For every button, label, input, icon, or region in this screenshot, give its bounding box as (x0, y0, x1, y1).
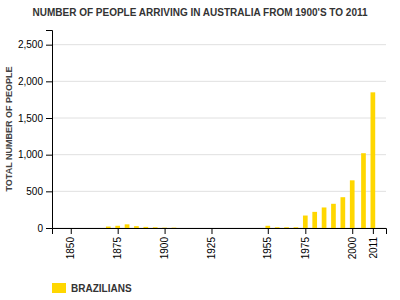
y-tick: 0 (37, 223, 52, 234)
y-tick-mark (46, 228, 52, 229)
bar (371, 92, 376, 228)
chart: 0 500 1,000 1,500 2,000 2,500 1850 1875 1900 1925… (0, 0, 400, 300)
x-tick: 1900 (159, 228, 170, 259)
bar (275, 227, 280, 228)
y-axis: 0 500 1,000 1,500 2,000 2,500 (18, 31, 53, 234)
y-tick-mark (46, 155, 52, 156)
bar (162, 227, 167, 228)
x-tick: 1925 (206, 228, 217, 259)
y-axis-line (46, 31, 53, 229)
legend-swatch (52, 283, 66, 293)
x-tick-label: 1900 (159, 237, 170, 260)
grid-line (52, 118, 386, 119)
x-tick-label: 2011 (368, 237, 379, 259)
x-tick: 1850 (65, 228, 76, 259)
y-tick: 1,500 (18, 113, 52, 124)
y-tick-label: 500 (26, 186, 43, 197)
bar (153, 227, 158, 228)
y-tick-label: 2,000 (18, 76, 43, 87)
x-tick: 1955 (262, 228, 273, 259)
y-axis-title: TOTAL NUMBER OF PEOPLE (4, 66, 14, 191)
x-tick: 2000 (347, 228, 358, 259)
x-tick-label: 1875 (112, 237, 123, 260)
y-tick-label: 1,000 (18, 149, 43, 160)
grid-line (52, 44, 386, 45)
y-tick-label: 1,500 (18, 113, 43, 124)
y-tick-label: 0 (37, 223, 43, 234)
bar (68, 228, 73, 229)
y-tick-label: 2,500 (18, 39, 43, 50)
bar (340, 197, 345, 228)
bar (172, 227, 177, 228)
x-tick: 1875 (112, 228, 123, 259)
x-tick-label: 2000 (347, 237, 358, 260)
bar (284, 227, 289, 228)
x-tick-label: 1955 (262, 237, 273, 260)
x-tick-mark (305, 228, 306, 234)
y-tick: 1,000 (18, 149, 52, 160)
x-tick: 2011 (368, 228, 379, 259)
bar (312, 212, 317, 228)
x-tick-mark (373, 228, 374, 234)
bar (134, 226, 139, 228)
bar (361, 153, 366, 228)
x-tick-mark (352, 228, 353, 234)
bar (265, 226, 270, 228)
bar (143, 227, 148, 228)
bars (106, 92, 375, 228)
x-axis: 1850 1875 1900 1925 1955 1975 2000 2011 (53, 228, 387, 259)
y-tick: 500 (26, 186, 52, 197)
legend: BRAZILIANS (52, 283, 132, 294)
bar (125, 224, 130, 228)
x-tick-label: 1975 (300, 237, 311, 260)
title: NUMBER OF PEOPLE ARRIVING IN AUSTRALIA F… (32, 7, 367, 18)
x-tick-mark (71, 228, 72, 234)
x-tick-label: 1850 (65, 237, 76, 260)
x-tick-mark (268, 228, 269, 234)
bar (322, 207, 327, 228)
y-tick-mark (46, 118, 52, 119)
y-tick-mark (46, 191, 52, 192)
bar (303, 216, 308, 228)
x-tick-label: 1925 (206, 237, 217, 260)
x-tick-mark (211, 228, 212, 234)
grid (52, 45, 386, 228)
x-axis-line (53, 229, 387, 235)
x-tick: 1975 (300, 228, 311, 259)
bar (331, 204, 336, 228)
bar (106, 227, 111, 228)
x-tick-mark (165, 228, 166, 234)
bar (350, 180, 355, 228)
bar (115, 226, 120, 228)
bar (294, 227, 299, 228)
legend-label: BRAZILIANS (71, 283, 132, 294)
y-tick: 2,500 (18, 39, 52, 50)
grid-line (52, 154, 386, 155)
y-tick-mark (46, 45, 52, 46)
y-tick: 2,000 (18, 76, 52, 87)
x-tick-mark (118, 228, 119, 234)
y-tick-mark (46, 81, 52, 82)
grid-line (52, 81, 386, 82)
grid-line (52, 191, 386, 192)
plot: 0 500 1,000 1,500 2,000 2,500 1850 1875 1900 1925… (18, 31, 387, 260)
